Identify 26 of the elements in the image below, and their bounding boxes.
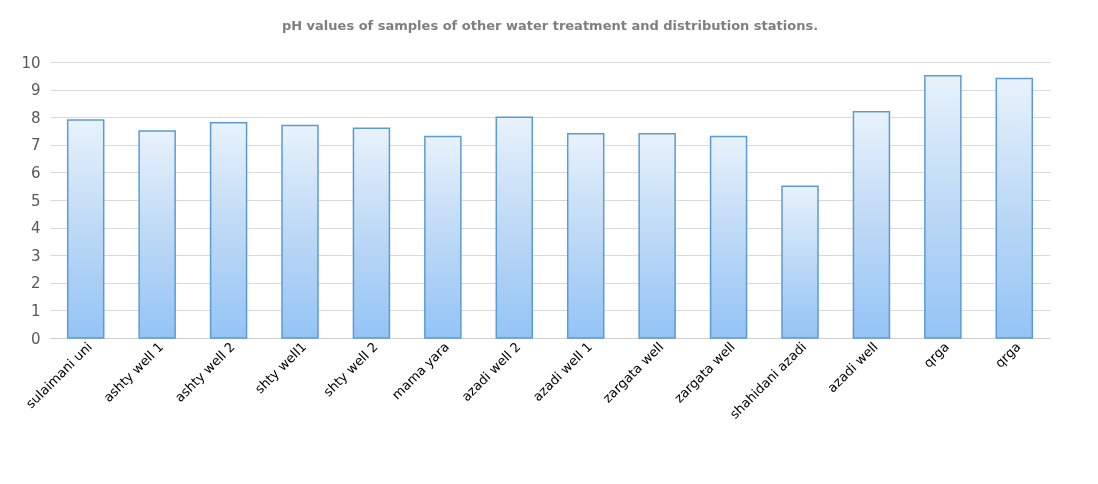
bar — [781, 185, 819, 339]
y-tick-label: 4 — [30, 219, 41, 238]
y-tick-label: 8 — [30, 108, 41, 127]
y-tick-label: 5 — [30, 191, 41, 210]
bar — [209, 121, 248, 339]
bar — [995, 77, 1034, 339]
y-tick-label: 1 — [30, 301, 41, 320]
bar — [66, 119, 105, 339]
chart-title: pH values of samples of other water treatment and distribution stations. — [281, 18, 819, 33]
bar — [138, 130, 176, 339]
y-tick-label: 3 — [30, 246, 41, 265]
y-tick-label: 9 — [30, 81, 41, 100]
y-tick-label: 10 — [21, 53, 41, 72]
y-tick-label: 7 — [30, 136, 41, 155]
y-tick-label: 0 — [30, 329, 41, 348]
y-tick-label: 6 — [30, 163, 41, 182]
bar — [495, 116, 534, 339]
bar — [852, 110, 891, 339]
bar — [709, 135, 748, 339]
bar — [924, 75, 962, 339]
bar — [352, 127, 391, 339]
bar — [638, 133, 676, 339]
bar — [566, 133, 605, 339]
bar — [281, 124, 319, 339]
y-tick-label: 2 — [30, 274, 41, 293]
bar — [424, 135, 462, 339]
